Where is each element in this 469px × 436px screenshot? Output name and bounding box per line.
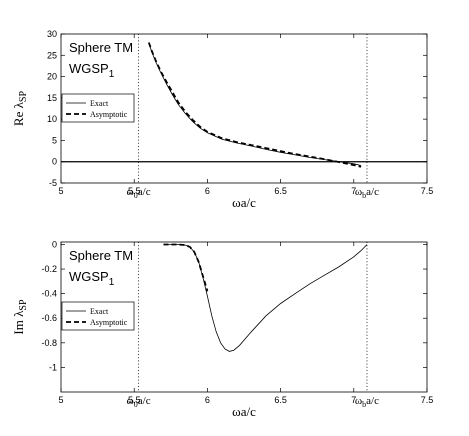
chart1-ytick-label-2: -0.4 [41, 289, 57, 299]
chart0-xtick-label-1: 5.5 [128, 186, 141, 196]
chart0-legend-label-asymptotic: Asymptotic [90, 110, 128, 119]
chart0-vline-label-0: ω0a/c [127, 186, 151, 200]
chart0-annotation-title: Sphere TM [69, 40, 133, 55]
chart0-ytick-label-2: 5 [52, 135, 57, 145]
chart1-xtick-label-1: 5.5 [128, 395, 141, 405]
chart1-xtick-label-2: 6 [205, 395, 210, 405]
chart0-axes-box [60, 33, 428, 184]
chart0-ytick-label-5: 20 [47, 72, 57, 82]
chart1-series-exact [163, 244, 368, 352]
chart0-ytick-label-6: 25 [47, 50, 57, 60]
chart0-vline-label-1: ωba/c [355, 186, 379, 200]
chart1-vline-label-1: ωba/c [355, 395, 379, 409]
chart1-axes-box [60, 241, 428, 393]
chart1-vline-label-0: ω0a/c [127, 395, 151, 409]
chart1-annotation-mode: WGSP1 [69, 269, 115, 288]
chart0-xlabel: ωa/c [232, 195, 256, 210]
chart1-legend: Exact Asymptotic [61, 301, 135, 331]
chart1-legend-label-exact: Exact [90, 307, 109, 316]
chart1-series-asymptotic [163, 243, 209, 292]
chart0-ytick-label-4: 15 [47, 93, 57, 103]
chart1: 5 5.5 6 6.5 7 7.5 0 -0.2 -0.4 -0.6 -0.8 -1 ω0a/c ωba/… [11, 239, 433, 419]
chart0: 5 5.5 6 6.5 7 7.5 -5 0 5 10 15 20 25 30 ω0a/c ωba/c ωa/c… [11, 29, 433, 210]
chart1-xtick-label-4: 7 [351, 395, 356, 405]
chart0-series-exact [148, 42, 362, 166]
chart0-legend: Exact Asymptotic [61, 93, 135, 123]
chart0-xtick-label-4: 7 [351, 186, 356, 196]
chart0-xtick-label-3: 6.5 [274, 186, 287, 196]
chart1-ytick-label-3: -0.6 [41, 313, 57, 323]
chart1-xtick-label-0: 5 [58, 395, 63, 405]
chart0-annotation-mode: WGSP1 [69, 61, 115, 80]
chart0-xtick-label-5: 7.5 [421, 186, 434, 196]
chart0-legend-box [61, 93, 135, 123]
chart1-ylabel: Im λSP [11, 299, 29, 335]
chart1-ytick-label-1: -0.2 [41, 264, 57, 274]
chart1-ytick-label-5: -1 [49, 362, 57, 372]
chart0-ytick-label-1: 0 [52, 157, 57, 167]
chart0-ytick-label-0: -5 [49, 178, 57, 188]
chart0-ytick-label-7: 30 [47, 29, 57, 39]
chart1-ytick-label-0: 0 [52, 239, 57, 249]
chart0-xtick-label-2: 6 [205, 186, 210, 196]
chart0-ylabel: Re λSP [11, 91, 29, 127]
chart0-xtick-label-0: 5 [58, 186, 63, 196]
chart0-ytick-label-3: 10 [47, 114, 57, 124]
chart1-annotation-title: Sphere TM [69, 248, 133, 263]
chart1-xlabel: ωa/c [232, 404, 256, 419]
chart1-legend-box [61, 301, 135, 331]
chart0-series-asymptotic [147, 42, 362, 168]
chart1-xtick-label-3: 6.5 [274, 395, 287, 405]
chart1-legend-label-asymptotic: Asymptotic [90, 318, 128, 327]
chart1-xtick-label-5: 7.5 [421, 395, 434, 405]
chart1-ytick-label-4: -0.8 [41, 338, 57, 348]
chart0-legend-label-exact: Exact [90, 99, 109, 108]
